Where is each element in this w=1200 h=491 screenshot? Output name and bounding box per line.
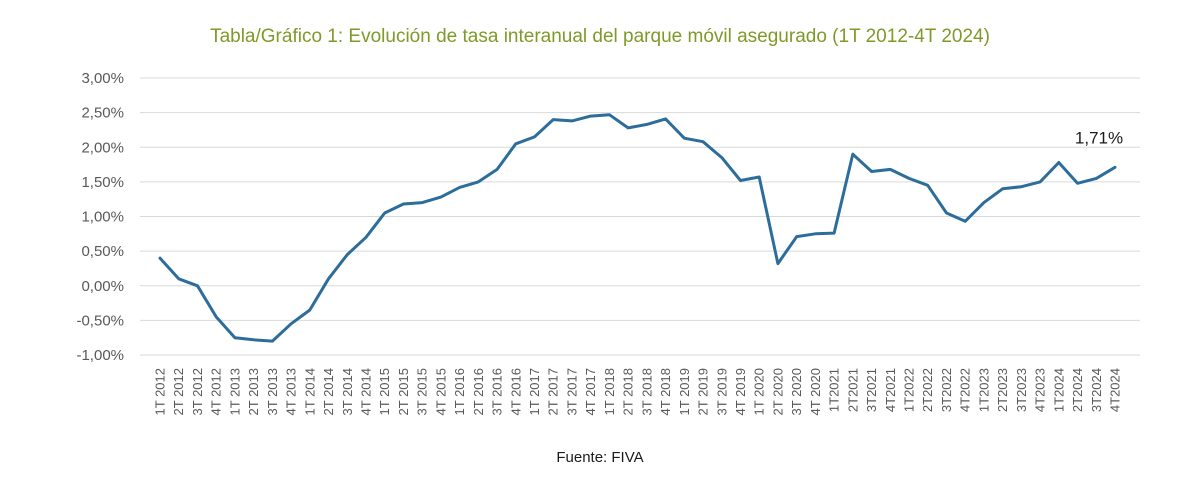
x-axis-tick-label: 4T 2018 <box>658 368 673 415</box>
x-axis-tick-label: 4T2022 <box>958 368 973 412</box>
series-line <box>158 113 1117 343</box>
x-axis-tick-label: 4T 2012 <box>209 368 224 415</box>
x-axis-tick-label: 1T 2019 <box>677 368 692 415</box>
x-axis-tick-label: 2T2023 <box>995 368 1010 412</box>
y-axis-tick-label: 1,50% <box>81 174 124 191</box>
x-axis-tick-label: 4T 2014 <box>359 368 374 415</box>
y-axis-tick-label: 2,00% <box>81 139 124 156</box>
x-axis-tick-label: 1T2021 <box>827 368 842 412</box>
y-axis-tick-label: -0,50% <box>76 312 124 329</box>
x-axis-tick-label: 1T 2015 <box>377 368 392 415</box>
y-axis-tick-label: 1,00% <box>81 209 124 226</box>
x-axis-tick-label: 3T 2016 <box>490 368 505 415</box>
y-axis-tick-label: 0,00% <box>81 278 124 295</box>
x-axis-tick-label: 2T 2019 <box>696 368 711 415</box>
y-axis-tick-label: 3,00% <box>81 70 124 87</box>
x-axis-tick-label: 2T 2015 <box>396 368 411 415</box>
x-axis-tick-label: 1T 2013 <box>227 368 242 415</box>
x-axis-tick-label: 1T 2017 <box>527 368 542 415</box>
x-axis-tick-label: 4T2024 <box>1108 368 1123 412</box>
y-axis-tick-label: -1,00% <box>76 347 124 364</box>
x-axis-tick-label: 3T2024 <box>1089 368 1104 412</box>
x-axis-tick-label: 3T 2014 <box>340 368 355 415</box>
y-axis-tick-label: 0,50% <box>81 243 124 260</box>
x-axis-tick-label: 3T 2018 <box>639 368 654 415</box>
x-axis-tick-label: 2T 2012 <box>171 368 186 415</box>
last-point-data-label: 1,71% <box>1075 128 1123 147</box>
x-axis-tick-label: 2T2021 <box>845 368 860 412</box>
x-axis-tick-label: 2T 2020 <box>770 368 785 415</box>
x-axis-tick-label: 3T 2015 <box>415 368 430 415</box>
x-axis-tick-label: 1T 2016 <box>452 368 467 415</box>
x-axis-tick-label: 2T 2017 <box>546 368 561 415</box>
x-axis-tick-label: 4T 2015 <box>433 368 448 415</box>
x-axis-tick-label: 4T2021 <box>883 368 898 412</box>
x-axis-tick-label: 2T2022 <box>920 368 935 412</box>
x-axis-tick-label: 1T 2020 <box>752 368 767 415</box>
x-axis-tick-label: 2T 2014 <box>321 368 336 415</box>
x-axis-tick-label: 3T 2020 <box>789 368 804 415</box>
x-axis-tick-label: 4T 2016 <box>508 368 523 415</box>
x-axis-tick-label: 3T2023 <box>1014 368 1029 412</box>
source-caption: Fuente: FIVA <box>556 449 644 466</box>
x-axis-tick-label: 2T 2016 <box>471 368 486 415</box>
x-axis-tick-label: 3T 2012 <box>190 368 205 415</box>
y-axis-tick-label: 2,50% <box>81 105 124 122</box>
x-axis-tick-label: 4T 2017 <box>583 368 598 415</box>
chart-title: Tabla/Gráfico 1: Evolución de tasa inter… <box>210 26 990 47</box>
x-axis-tick-label: 1T 2018 <box>602 368 617 415</box>
x-axis-tick-label: 3T 2019 <box>714 368 729 415</box>
x-axis-tick-label: 1T 2014 <box>302 368 317 415</box>
x-axis-tick-label: 1T2022 <box>902 368 917 412</box>
x-axis-tick-label: 1T2024 <box>1051 368 1066 412</box>
x-axis-tick-label: 2T 2018 <box>621 368 636 415</box>
x-axis-tick-label: 4T 2013 <box>284 368 299 415</box>
x-axis-tick-label: 4T 2019 <box>733 368 748 415</box>
x-axis-tick-label: 3T2021 <box>864 368 879 412</box>
x-axis-tick-label: 3T2022 <box>939 368 954 412</box>
x-axis-tick-label: 4T2023 <box>1033 368 1048 412</box>
x-axis-tick-label: 2T2024 <box>1070 368 1085 412</box>
x-axis-tick-label: 2T 2013 <box>246 368 261 415</box>
x-axis-tick-label: 3T 2017 <box>565 368 580 415</box>
x-axis-tick-label: 1T 2012 <box>153 368 168 415</box>
x-axis-tick-label: 4T 2020 <box>808 368 823 415</box>
x-axis-tick-label: 1T2023 <box>976 368 991 412</box>
x-axis-tick-label: 3T 2013 <box>265 368 280 415</box>
